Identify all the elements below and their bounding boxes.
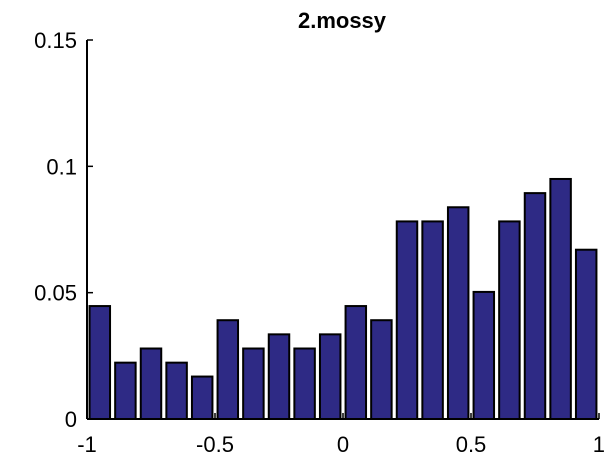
bar xyxy=(576,250,596,419)
bar xyxy=(525,193,545,419)
bar xyxy=(218,320,238,419)
bar xyxy=(192,377,212,419)
x-tick-labels: -1 -0.5 0 0.5 1 xyxy=(77,432,605,457)
bar xyxy=(320,334,340,419)
bar xyxy=(397,221,417,419)
bar xyxy=(371,320,391,419)
bar xyxy=(269,334,289,419)
bar xyxy=(141,349,161,419)
axes-group xyxy=(87,40,599,419)
y-tick-label: 0.05 xyxy=(34,281,77,306)
y-tick-labels: 0 0.05 0.1 0.15 xyxy=(34,28,77,432)
y-tick-label: 0.1 xyxy=(46,154,77,179)
chart-title: 2.mossy xyxy=(298,8,387,33)
bar xyxy=(294,349,314,419)
y-tick-label: 0 xyxy=(65,407,77,432)
bar xyxy=(422,221,442,419)
bar xyxy=(448,207,468,419)
bar xyxy=(243,349,263,419)
bar xyxy=(346,306,366,419)
bar xyxy=(115,363,135,419)
bar xyxy=(474,292,494,419)
x-tick-label: -1 xyxy=(77,432,97,457)
x-tick-label: -0.5 xyxy=(196,432,234,457)
bar xyxy=(90,306,110,419)
x-tick-label: 0.5 xyxy=(456,432,487,457)
bar xyxy=(499,221,519,419)
bar xyxy=(550,179,570,419)
y-tick-label: 0.15 xyxy=(34,28,77,53)
bar xyxy=(166,363,186,419)
x-tick-label: 1 xyxy=(593,432,605,457)
bars-group xyxy=(90,179,597,419)
x-tick-label: 0 xyxy=(337,432,349,457)
